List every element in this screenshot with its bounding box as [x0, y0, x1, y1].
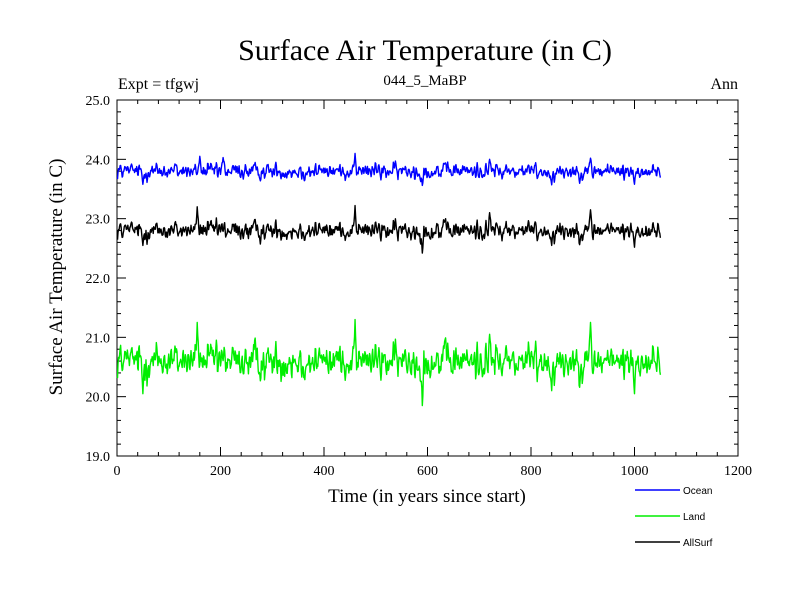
series-line-allsurf [116, 204, 662, 254]
x-tick-label: 400 [314, 464, 335, 479]
y-tick-label: 19.0 [86, 450, 111, 465]
x-axis-ticks: 0 200 400 600 800 1000 1200 [114, 100, 752, 479]
y-tick-label: 23.0 [86, 213, 111, 228]
series-lines [116, 152, 662, 407]
y-tick-label: 22.0 [86, 272, 111, 287]
y-tick-label: 20.0 [86, 391, 111, 406]
legend-label-ocean: Ocean [683, 486, 712, 497]
legend-label-land: Land [683, 512, 705, 523]
experiment-label: Expt = tfgwj [118, 76, 199, 93]
legend-label-allsurf: AllSurf [683, 538, 713, 549]
legend: Ocean Land AllSurf [635, 486, 713, 549]
x-axis-label: Time (in years since start) [328, 486, 526, 507]
series-line-land [116, 318, 662, 407]
x-tick-label: 800 [521, 464, 542, 479]
y-axis-ticks: 19.0 20.0 21.0 22.0 23.0 24.0 25.0 [86, 94, 738, 465]
series-line-ocean [116, 152, 662, 187]
x-tick-label: 600 [417, 464, 438, 479]
x-tick-label: 1200 [724, 464, 752, 479]
x-tick-label: 0 [114, 464, 121, 479]
plot-frame [116, 99, 739, 457]
period-label: Ann [710, 76, 738, 93]
x-tick-label: 200 [210, 464, 231, 479]
y-axis-label: Surface Air Temperature (in C) [46, 159, 67, 396]
x-tick-label: 1000 [621, 464, 649, 479]
y-tick-label: 25.0 [86, 94, 111, 109]
chart-title: Surface Air Temperature (in C) [238, 34, 612, 67]
y-tick-label: 24.0 [86, 153, 111, 168]
chart-subtitle: 044_5_MaBP [383, 73, 466, 89]
y-tick-label: 21.0 [86, 331, 111, 346]
